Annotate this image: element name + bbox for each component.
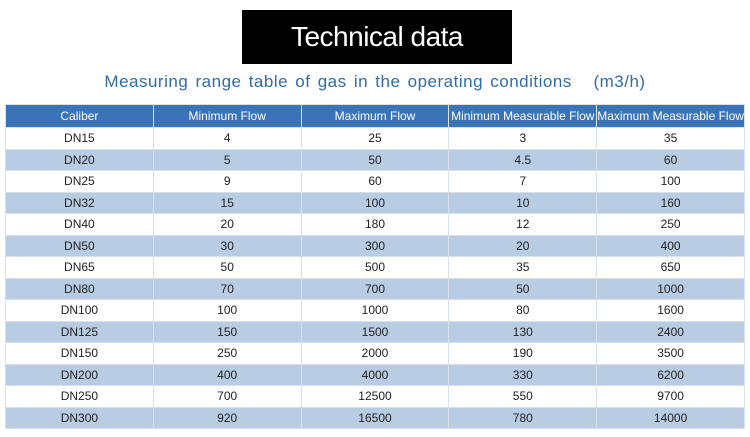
table-cell: 2000: [300, 342, 450, 365]
table-cell: 10: [448, 191, 598, 214]
table-cell: 1500: [300, 320, 450, 343]
table-cell: 80: [448, 299, 598, 322]
table-row: DN250 700 12500 550 9700: [5, 385, 745, 408]
table-cell: 6200: [596, 363, 745, 386]
table-cell: DN20: [5, 148, 154, 171]
table-cell: 12500: [300, 385, 450, 408]
table-row: DN50 30 300 20 400: [5, 234, 745, 257]
table-row: DN300 920 16500 780 14000: [5, 406, 745, 429]
table-cell: 100: [152, 299, 302, 322]
table-cell: DN125: [5, 320, 154, 343]
title: Technical data: [242, 10, 512, 64]
table-cell: DN50: [5, 234, 154, 257]
table-body: DN15 4 25 3 35 DN20 5 50 4.5 60 DN25 9 60 7 100 DN32 15 1…: [5, 127, 745, 429]
table-cell: 4.5: [448, 148, 598, 171]
column-header: Minimum Flow: [152, 104, 302, 128]
table-cell: 60: [300, 170, 450, 193]
table-cell: 150: [152, 320, 302, 343]
table-row: DN15 4 25 3 35: [5, 127, 745, 150]
table-cell: 35: [596, 127, 745, 150]
column-header: Minimum Measurable Flow: [448, 104, 598, 128]
table-cell: 160: [596, 191, 745, 214]
header-row: Caliber Minimum Flow Maximum Flow Minimum M…: [5, 104, 745, 128]
table-cell: 2400: [596, 320, 745, 343]
flow-table: Caliber Minimum Flow Maximum Flow Minimum M…: [5, 104, 745, 429]
table-cell: 30: [152, 234, 302, 257]
table-cell: DN250: [5, 385, 154, 408]
table-cell: 100: [596, 170, 745, 193]
table-cell: 700: [300, 277, 450, 300]
table-cell: 330: [448, 363, 598, 386]
table-row: DN65 50 500 35 650: [5, 256, 745, 279]
table-cell: DN100: [5, 299, 154, 322]
table-cell: 3500: [596, 342, 745, 365]
table-row: DN25 9 60 7 100: [5, 170, 745, 193]
table-cell: 70: [152, 277, 302, 300]
table-cell: 190: [448, 342, 598, 365]
column-header: Caliber: [5, 104, 154, 128]
table-cell: DN32: [5, 191, 154, 214]
table-cell: 50: [152, 256, 302, 279]
table-row: DN100 100 1000 80 1600: [5, 299, 745, 322]
table-cell: 300: [300, 234, 450, 257]
table-cell: 4000: [300, 363, 450, 386]
table-cell: DN65: [5, 256, 154, 279]
table-cell: 550: [448, 385, 598, 408]
table-cell: 400: [596, 234, 745, 257]
column-header: Maximum Measurable Flow: [596, 104, 745, 128]
table-row: DN80 70 700 50 1000: [5, 277, 745, 300]
table-cell: 4: [152, 127, 302, 150]
table-cell: 250: [152, 342, 302, 365]
table-cell: 12: [448, 213, 598, 236]
table-cell: 650: [596, 256, 745, 279]
table-cell: 15: [152, 191, 302, 214]
table-cell: DN80: [5, 277, 154, 300]
table-cell: 130: [448, 320, 598, 343]
table-cell: 20: [448, 234, 598, 257]
table-row: DN20 5 50 4.5 60: [5, 148, 745, 171]
table-cell: 25: [300, 127, 450, 150]
table-cell: DN200: [5, 363, 154, 386]
table-cell: 9700: [596, 385, 745, 408]
table-cell: 5: [152, 148, 302, 171]
table-cell: DN300: [5, 406, 154, 429]
table-row: DN32 15 100 10 160: [5, 191, 745, 214]
table-cell: 3: [448, 127, 598, 150]
table-cell: 700: [152, 385, 302, 408]
table-cell: 60: [596, 148, 745, 171]
table-cell: DN15: [5, 127, 154, 150]
table-row: DN200 400 4000 330 6200: [5, 363, 745, 386]
table-cell: DN40: [5, 213, 154, 236]
table-cell: 400: [152, 363, 302, 386]
table-cell: 180: [300, 213, 450, 236]
table-cell: DN150: [5, 342, 154, 365]
table-cell: 50: [448, 277, 598, 300]
table-row: DN125 150 1500 130 2400: [5, 320, 745, 343]
table-cell: 1000: [596, 277, 745, 300]
table-cell: 35: [448, 256, 598, 279]
table-cell: 9: [152, 170, 302, 193]
table-cell: 250: [596, 213, 745, 236]
table-cell: 50: [300, 148, 450, 171]
column-header: Maximum Flow: [300, 104, 450, 128]
table-cell: 16500: [300, 406, 450, 429]
table-cell: 20: [152, 213, 302, 236]
subtitle: Measuring range table of gas in the oper…: [104, 72, 646, 91]
table-cell: DN25: [5, 170, 154, 193]
table-cell: 780: [448, 406, 598, 429]
table-row: DN40 20 180 12 250: [5, 213, 745, 236]
table-cell: 1600: [596, 299, 745, 322]
table-cell: 1000: [300, 299, 450, 322]
table-cell: 14000: [596, 406, 745, 429]
table-cell: 500: [300, 256, 450, 279]
table-cell: 920: [152, 406, 302, 429]
table-cell: 7: [448, 170, 598, 193]
table-cell: 100: [300, 191, 450, 214]
table-row: DN150 250 2000 190 3500: [5, 342, 745, 365]
